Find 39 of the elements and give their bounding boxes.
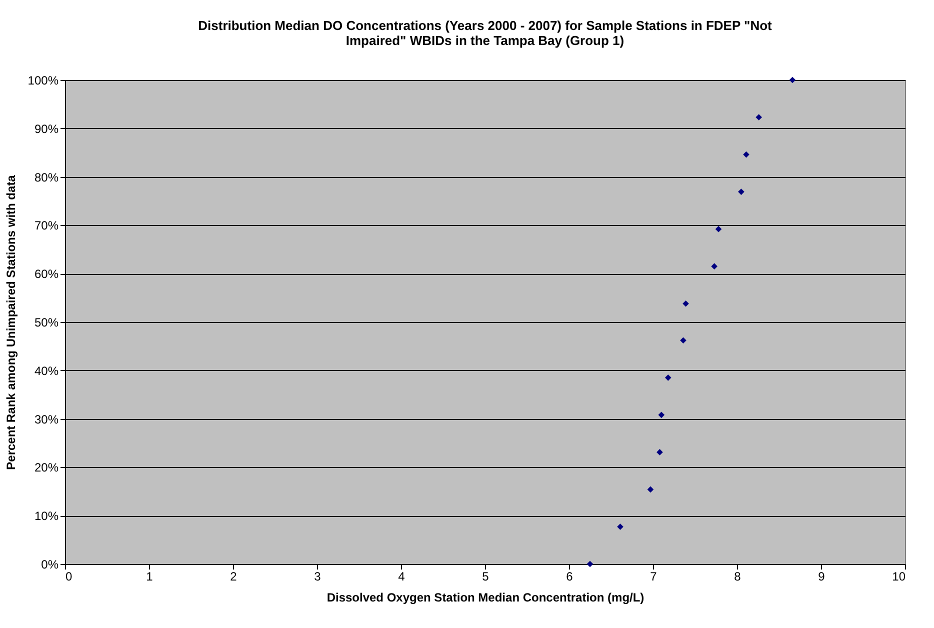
point [586,560,594,568]
point [664,374,672,381]
point [647,486,654,493]
y-tick-label: 20% [34,460,59,475]
x-tick-label: 8 [734,570,742,584]
x-tick-label: 10 [892,570,906,584]
x-axis-title: Dissolved Oxygen Station Median Concentration (mg/L) [326,590,644,604]
y-tick-label: 100% [28,74,59,88]
point [680,337,686,344]
x-tick-label: 7 [650,570,658,584]
y-tick-label: 80% [34,170,59,184]
point [711,263,718,270]
point [743,151,750,158]
point [715,226,722,232]
x-tick-label: 6 [566,570,574,584]
point [658,412,665,418]
point [756,114,762,120]
y-tick-label: 60% [34,267,59,282]
point [789,76,796,84]
x-tick-label: 4 [398,570,406,584]
y-tick-label: 30% [34,412,59,426]
x-tick-label: 2 [230,570,238,584]
y-tick-label: 90% [34,122,59,136]
y-tick-label: 10% [34,509,59,524]
y-tick-label: 50% [34,316,59,330]
y-tick-label: 40% [34,364,59,378]
point [656,449,663,456]
point [682,300,689,307]
x-tick-label: 1 [146,570,154,584]
chart-title: Distribution Median DO Concentrations (Years 2000 - 2007) for Sample Stations in FDEP "Not Impaired" WBIDs in the Tampa Bay (Group 1) [198,18,773,48]
x-tick-label: 3 [314,570,322,584]
point [617,524,624,530]
point [738,188,744,195]
x-tick-label: 5 [482,570,490,584]
x-tick-label: 9 [818,570,826,584]
x-tick-label: 0 [66,570,72,584]
y-tick-label: 70% [34,218,59,233]
y-axis-title: Percent Rank among Unimpaired Stations with data [4,174,18,470]
y-tick-label: 0% [41,558,59,572]
